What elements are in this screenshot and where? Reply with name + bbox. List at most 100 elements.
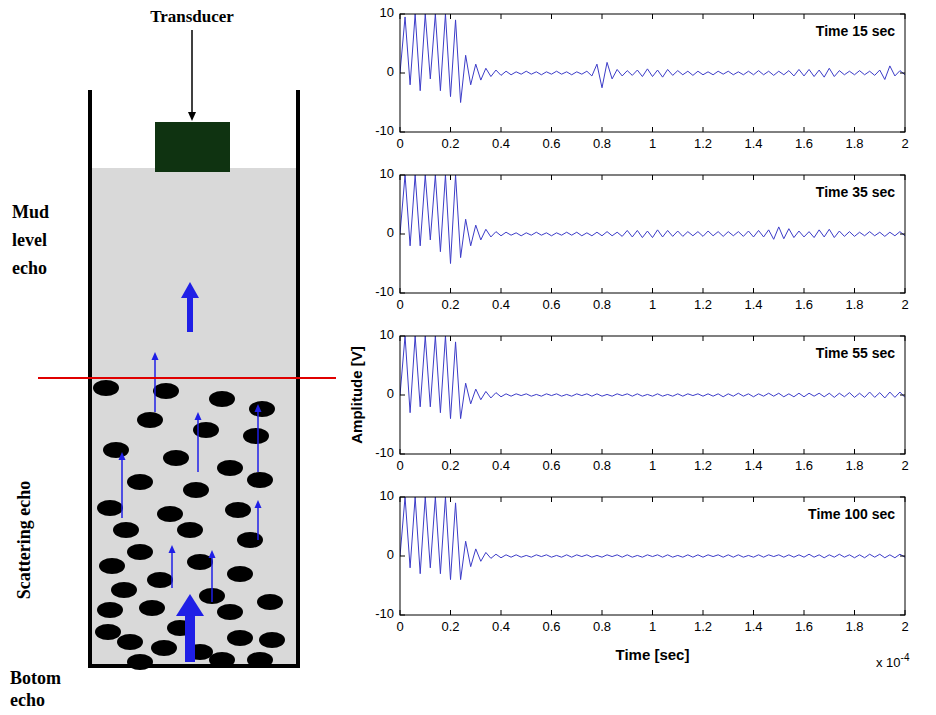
xtick: [551, 336, 552, 341]
xtick: [804, 336, 805, 341]
particle: [163, 450, 189, 466]
xtick-label: 1.8: [845, 297, 863, 312]
particle: [93, 380, 119, 396]
ytick-label: 10: [380, 488, 394, 503]
xtick: [652, 175, 653, 180]
xtick: [905, 175, 906, 180]
particle: [137, 412, 163, 428]
xtick: [703, 127, 704, 132]
xtick-label: 1.4: [744, 297, 762, 312]
xtick: [753, 449, 754, 454]
xtick-label: 1.4: [744, 458, 762, 473]
xtick: [400, 449, 401, 454]
xtick-label: 0.8: [593, 136, 611, 151]
mud-level-line: [38, 377, 336, 379]
ytick-label: 0: [387, 386, 394, 401]
scattering-label: Scattering echo: [14, 481, 34, 599]
xtick: [652, 610, 653, 615]
xtick: [905, 610, 906, 615]
xtick: [703, 497, 704, 502]
xtick: [602, 288, 603, 293]
ytick: [400, 615, 405, 616]
xtick-label: 0: [396, 458, 403, 473]
ytick: [900, 454, 905, 455]
xtick: [450, 610, 451, 615]
xtick: [804, 288, 805, 293]
panel-title: Time 55 sec: [816, 345, 895, 361]
xtick-label: 2: [901, 297, 908, 312]
ytick: [900, 615, 905, 616]
ytick: [400, 395, 405, 396]
xtick-label: 2: [901, 619, 908, 634]
xtick-label: 0.2: [441, 619, 459, 634]
particle: [183, 482, 209, 498]
particle-arrow-head: [209, 550, 216, 558]
particle: [259, 632, 285, 648]
bottom-label: Botomecho: [10, 668, 61, 710]
xtick: [602, 175, 603, 180]
ytick: [900, 73, 905, 74]
xtick: [703, 610, 704, 615]
xtick: [854, 336, 855, 341]
particle-arrow-head: [119, 452, 126, 460]
xtick-label: 1.8: [845, 619, 863, 634]
particle-arrow-shaft: [257, 507, 259, 540]
particle-arrow-head: [255, 404, 262, 412]
xtick-label: 0.8: [593, 458, 611, 473]
particle: [227, 566, 253, 582]
axes-frame: [400, 175, 905, 293]
ytick: [400, 497, 405, 498]
plot-bg: [400, 497, 905, 615]
xtick: [854, 610, 855, 615]
xtick-label: 2: [901, 458, 908, 473]
xtick-label: 1.6: [795, 297, 813, 312]
x-axis-title: Time [sec]: [616, 646, 690, 663]
xtick: [753, 610, 754, 615]
particle: [127, 474, 153, 490]
ytick: [400, 556, 405, 557]
xtick-label: 0.4: [492, 619, 510, 634]
xtick-label: 0.8: [593, 619, 611, 634]
xtick: [753, 336, 754, 341]
ytick: [900, 293, 905, 294]
ytick: [900, 14, 905, 15]
particle-arrow-shaft: [197, 419, 199, 472]
x-multiplier: x 10-4: [876, 652, 910, 670]
xtick: [501, 288, 502, 293]
particle: [147, 572, 173, 588]
panel-title: Time 100 sec: [808, 506, 895, 522]
panel: -1001000.20.40.60.811.21.41.61.82Time 35…: [375, 166, 908, 312]
panel-title: Time 35 sec: [816, 184, 895, 200]
xtick: [602, 14, 603, 19]
xtick: [551, 14, 552, 19]
particle: [217, 460, 243, 476]
fluid: [92, 168, 296, 665]
xtick: [450, 14, 451, 19]
ytick-label: -10: [375, 445, 394, 460]
axes-frame: [400, 497, 905, 615]
particle-arrow-shaft: [211, 557, 213, 602]
xtick-label: 0.6: [542, 136, 560, 151]
axes-frame: [400, 336, 905, 454]
xtick-label: 0: [396, 297, 403, 312]
particle: [153, 383, 179, 399]
xtick-label: 1.6: [795, 136, 813, 151]
xtick: [400, 288, 401, 293]
transducer-arrow-head: [188, 112, 196, 121]
ytick-label: 0: [387, 547, 394, 562]
mud-level-label-line: echo: [12, 258, 47, 278]
xtick: [703, 14, 704, 19]
mud-level-label: Mudlevelecho: [12, 202, 49, 278]
ytick: [900, 497, 905, 498]
axes-frame: [400, 14, 905, 132]
xtick: [450, 288, 451, 293]
xtick: [501, 449, 502, 454]
xtick: [602, 449, 603, 454]
particle: [209, 391, 235, 407]
x-multiplier-exponent: -4: [901, 652, 910, 663]
ytick-label: -10: [375, 606, 394, 621]
xtick: [652, 288, 653, 293]
xtick: [804, 610, 805, 615]
bottom-arrow-shaft: [185, 615, 195, 662]
particle: [225, 502, 251, 518]
